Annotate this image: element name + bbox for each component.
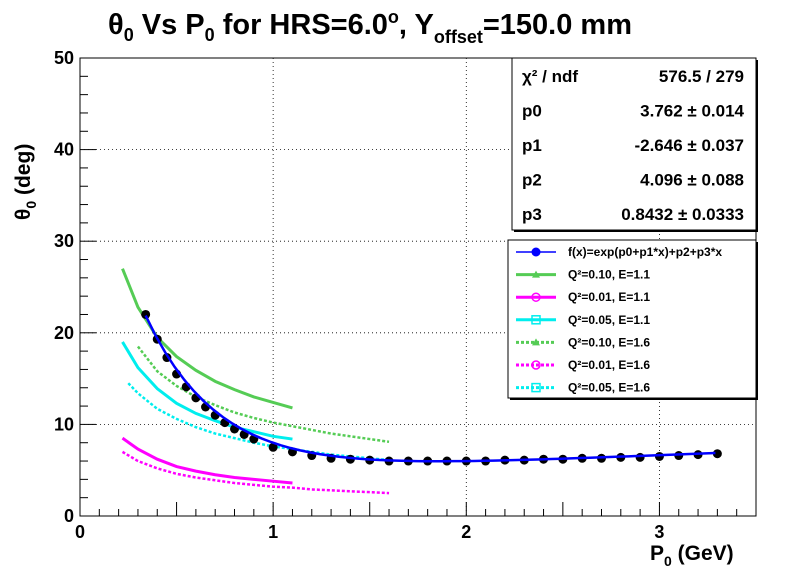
legend-entry: Q²=0.10, E=1.1	[516, 268, 650, 282]
legend-entry: Q²=0.05, E=1.6	[516, 381, 650, 395]
y-tick-label: 10	[54, 414, 74, 434]
legend-entry: Q²=0.01, E=1.1	[516, 290, 650, 304]
legend-marker	[531, 360, 541, 370]
y-tick-label: 40	[54, 140, 74, 160]
stats-name: p3	[522, 205, 542, 224]
legend-marker	[532, 338, 540, 346]
x-axis-label: P0 (GeV)	[650, 542, 734, 569]
y-tick-label: 50	[54, 48, 74, 68]
fit-curve	[144, 314, 716, 463]
stats-name: p0	[522, 102, 542, 121]
stats-value: 576.5 / 279	[659, 67, 744, 86]
data-point	[712, 449, 722, 459]
stats-value: -2.646 ± 0.037	[634, 136, 744, 155]
legend-label: Q²=0.01, E=1.6	[568, 358, 650, 372]
series-line	[121, 450, 390, 495]
series-1	[121, 268, 293, 410]
x-tick-label: 0	[75, 522, 85, 542]
data-point	[141, 309, 151, 319]
stats-name: p1	[522, 136, 542, 155]
series-data-fit	[141, 309, 722, 466]
data-point	[635, 452, 645, 462]
series-line	[121, 436, 293, 485]
series-2	[121, 436, 293, 485]
legend-marker	[531, 292, 541, 302]
y-tick-label: 0	[64, 506, 74, 526]
stats-value: 4.096 ± 0.088	[640, 171, 744, 190]
series-line	[121, 268, 293, 410]
legend-label: Q²=0.01, E=1.1	[568, 290, 650, 304]
legend-label: Q²=0.05, E=1.6	[568, 381, 650, 395]
legend-marker	[531, 315, 541, 325]
legend-entry: f(x)=exp(p0+p1*x)+p2+p3*x	[516, 245, 722, 259]
stats-name: χ² / ndf	[522, 67, 578, 86]
legend-label: Q²=0.05, E=1.1	[568, 313, 650, 327]
legend-marker	[532, 270, 540, 278]
stats-value: 0.8432 ± 0.0333	[621, 205, 744, 224]
legend-label: f(x)=exp(p0+p1*x)+p2+p3*x	[568, 245, 722, 259]
stats-value: 3.762 ± 0.014	[640, 102, 744, 121]
y-tick-label: 30	[54, 231, 74, 251]
legend-entry: Q²=0.05, E=1.1	[516, 313, 650, 327]
legend-entry: Q²=0.01, E=1.6	[516, 358, 650, 372]
series-layer	[121, 268, 722, 495]
legend: f(x)=exp(p0+p1*x)+p2+p3*x Q²=0.10, E=1.1 Q…	[507, 239, 758, 400]
x-tick-label: 1	[268, 522, 278, 542]
y-axis-label: θ0 (deg)	[12, 144, 39, 220]
chart-title: θ0 Vs P0 for HRS=6.0o, Yoffset=150.0 mm	[108, 7, 632, 47]
series-line	[136, 345, 390, 444]
x-tick-label: 3	[654, 522, 664, 542]
series-line	[121, 341, 293, 441]
series-3	[121, 341, 293, 441]
x-tick-label: 2	[461, 522, 471, 542]
legend-label: Q²=0.10, E=1.6	[568, 335, 650, 349]
legend-marker	[531, 247, 541, 257]
series-5	[121, 450, 390, 495]
stats-box-frame	[511, 57, 757, 231]
y-tick-label: 20	[54, 323, 74, 343]
data-point	[268, 442, 278, 452]
legend-label: Q²=0.10, E=1.1	[568, 268, 650, 282]
series-4	[136, 345, 390, 444]
stats-name: p2	[522, 171, 542, 190]
legend-marker	[531, 382, 541, 393]
legend-entry: Q²=0.10, E=1.6	[516, 335, 650, 349]
stats-box: χ² / ndf 576.5 / 279 p0 3.762 ± 0.014 p1 -2.6…	[511, 57, 758, 232]
